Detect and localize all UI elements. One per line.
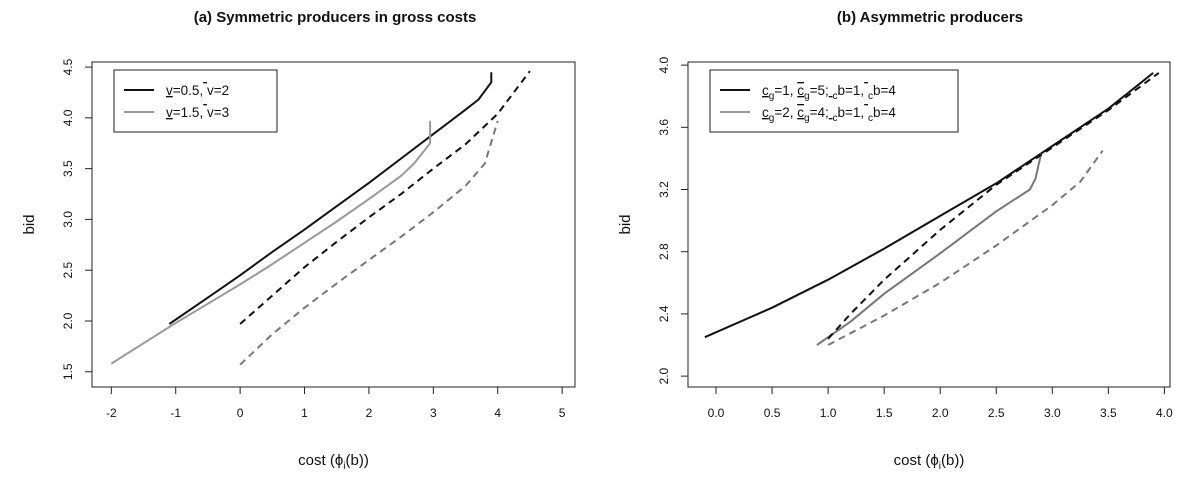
x-tick-label: 0.0 — [708, 406, 725, 420]
x-axis-label-main: cost (ϕ — [298, 452, 343, 469]
y-tick-label: 3.5 — [61, 160, 75, 177]
legend-box — [113, 69, 278, 133]
legend-label: v=0.5, v=2 — [166, 83, 229, 98]
legend-box — [709, 69, 959, 133]
y-tick-label: 3.6 — [657, 119, 671, 136]
x-tick-label: 3.0 — [1044, 406, 1061, 420]
series-line-1 — [168, 72, 493, 325]
x-axis-label-subscript: i — [939, 461, 941, 472]
x-tick-label: -2 — [106, 406, 117, 420]
chart-title: (a) Symmetric producers in gross costs — [194, 9, 477, 26]
x-tick-label: 5 — [559, 406, 566, 420]
x-axis-label: cost (ϕi(b)) — [298, 452, 369, 472]
x-tick-label: 2.0 — [932, 406, 949, 420]
y-tick-label: 4.0 — [61, 109, 75, 126]
x-tick-label: -1 — [170, 406, 181, 420]
series-line-2 — [816, 153, 1043, 346]
y-tick-label: 2.4 — [657, 305, 671, 322]
y-tick-label: 3.2 — [657, 181, 671, 198]
x-axis-label-suffix: (b)) — [345, 452, 368, 469]
y-tick-label: 2.8 — [657, 243, 671, 260]
series-line-1 — [704, 72, 1154, 339]
y-tick-label: 4.5 — [61, 58, 75, 75]
series-line-2 — [110, 120, 432, 365]
x-tick-label: 1.5 — [876, 406, 893, 420]
x-tick-label: 1.0 — [820, 406, 837, 420]
series-line-3 — [239, 70, 531, 325]
legend-label: cg=2, cg=4; cb=1, cb=4 — [762, 105, 896, 124]
x-axis-label-suffix: (b)) — [941, 452, 964, 469]
x-axis-label-subscript: i — [343, 461, 345, 472]
chart-title: (b) Asymmetric producers — [837, 9, 1023, 26]
x-tick-label: 1 — [301, 406, 308, 420]
legend: v=0.5, v=2 v=1.5, v=3 — [113, 69, 278, 133]
x-tick-label: 0.5 — [764, 406, 781, 420]
y-tick-label: 1.5 — [61, 363, 75, 380]
x-axis-label-main: cost (ϕ — [894, 452, 939, 469]
legend: cg=1, cg=5; cb=1, cb=4 cg=2, cg=4; cb=1, … — [709, 69, 959, 133]
y-tick-label: 2.0 — [657, 367, 671, 384]
x-axis-label: cost (ϕi(b)) — [894, 452, 965, 472]
x-tick-label: 2.5 — [988, 406, 1005, 420]
x-tick-label: 4.0 — [1156, 406, 1173, 420]
chart-panel-2: (b) Asymmetric producers 0.0 0.5 1.0 1.5 2.0 2… — [617, 9, 1173, 472]
y-tick-label: 4.0 — [657, 56, 671, 73]
y-tick-label: 2.0 — [61, 312, 75, 329]
x-tick-label: 0 — [237, 406, 244, 420]
x-tick-label: 2 — [366, 406, 373, 420]
y-axis-label: bid — [617, 214, 634, 234]
chart-panel-1: (a) Symmetric producers in gross costs -2… — [21, 9, 576, 472]
x-tick-label: 3.5 — [1100, 406, 1117, 420]
legend-label: v=1.5, v=3 — [166, 105, 229, 120]
x-tick-label: 4 — [494, 406, 501, 420]
x-tick-label: 3 — [430, 406, 437, 420]
series-line-3 — [827, 72, 1160, 340]
y-tick-label: 3.0 — [61, 211, 75, 228]
series-line-4 — [239, 120, 499, 366]
series-line-4 — [827, 150, 1104, 346]
y-tick-label: 2.5 — [61, 262, 75, 279]
y-axis-label: bid — [21, 214, 38, 234]
legend-label: cg=1, cg=5; cb=1, cb=4 — [762, 83, 896, 102]
